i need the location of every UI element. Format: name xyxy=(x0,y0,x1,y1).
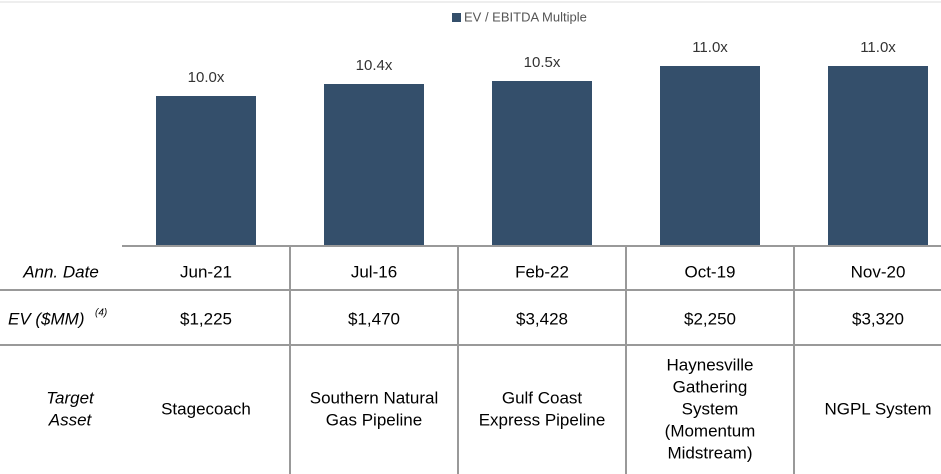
asset-cell: Express Pipeline xyxy=(479,410,606,429)
asset-cell: Haynesville xyxy=(667,355,754,374)
ev-cell: $1,225 xyxy=(180,309,232,328)
asset-cell: NGPL System xyxy=(824,399,931,418)
row-label: Ann. Date xyxy=(22,262,99,281)
asset-cell: Gas Pipeline xyxy=(326,410,422,429)
asset-cell: Gathering xyxy=(673,377,748,396)
date-cell: Jun-21 xyxy=(180,262,232,281)
bar xyxy=(828,66,928,246)
row-label: Target xyxy=(46,388,95,407)
ev-cell: $3,320 xyxy=(852,309,904,328)
asset-cell: System xyxy=(682,399,739,418)
asset-cell: Stagecoach xyxy=(161,399,251,418)
value-label: 11.0x xyxy=(692,39,728,56)
date-cell: Nov-20 xyxy=(851,262,906,281)
bar xyxy=(156,96,256,246)
bar xyxy=(324,84,424,246)
row-label: Asset xyxy=(48,410,93,429)
ev-cell: $2,250 xyxy=(684,309,736,328)
date-cell: Jul-16 xyxy=(351,262,397,281)
bar xyxy=(492,81,592,246)
legend-swatch xyxy=(452,13,461,22)
value-label: 10.5x xyxy=(524,54,561,71)
ev-cell: $3,428 xyxy=(516,309,568,328)
legend-label: EV / EBITDA Multiple xyxy=(464,9,587,24)
bar xyxy=(660,66,760,246)
asset-cell: Midstream) xyxy=(667,443,752,462)
row-label-note: (4) xyxy=(95,308,107,319)
asset-cell: Southern Natural xyxy=(310,388,439,407)
value-label: 11.0x xyxy=(860,39,896,56)
row-label: EV ($MM) xyxy=(8,309,85,328)
value-label: 10.0x xyxy=(188,69,225,86)
date-cell: Feb-22 xyxy=(515,262,569,281)
asset-cell: Gulf Coast xyxy=(502,388,583,407)
value-label: 10.4x xyxy=(356,57,393,74)
ev-cell: $1,470 xyxy=(348,309,400,328)
date-cell: Oct-19 xyxy=(684,262,735,281)
asset-cell: (Momentum xyxy=(665,421,756,440)
